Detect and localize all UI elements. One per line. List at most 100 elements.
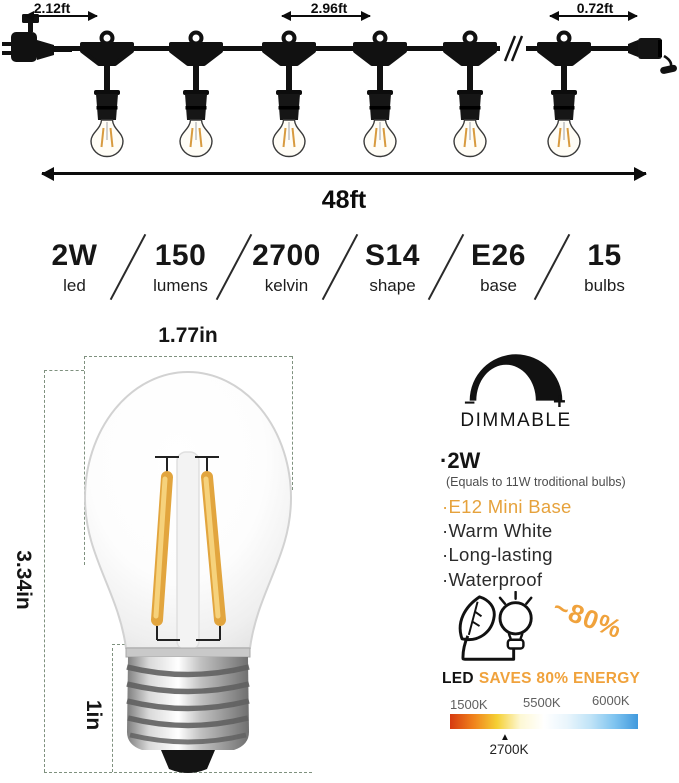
hanging-loop-icon (99, 30, 115, 46)
drop-cord (286, 62, 292, 92)
measure-arrow-left (24, 11, 98, 21)
spec-item-lumens: 150 lumens (142, 239, 220, 296)
dim-plus-sign: + (553, 389, 566, 414)
dashed-line (44, 370, 45, 772)
filament (198, 127, 203, 148)
filament (382, 127, 387, 148)
wattage-value: ·2W (440, 448, 481, 473)
feature-waterproof: ·Waterproof (442, 569, 543, 590)
spec-item-kelvin: 2700 kelvin (248, 239, 326, 296)
string-light-fixture (262, 30, 316, 158)
dashed-line (292, 356, 293, 490)
spec-label: bulbs (584, 275, 625, 295)
string-wire (46, 46, 626, 51)
dashed-line (84, 356, 292, 357)
total-length-label: 48ft (321, 186, 367, 214)
filament (100, 127, 105, 148)
socket-ring (369, 106, 391, 110)
string-light-diagram: 2.12ft 2.96ft 0.72ft (0, 0, 679, 170)
hanging-loop-icon (556, 30, 572, 46)
socket-ring (459, 106, 481, 110)
spec-value: 2700 (252, 238, 321, 272)
savings-led-word: LED (442, 670, 474, 687)
slash-divider (109, 233, 146, 301)
spec-label: base (480, 275, 517, 295)
socket-collar (551, 90, 577, 95)
bulb-width-label: 1.77in (158, 324, 218, 347)
leaf-and-bulb-icon (458, 591, 533, 661)
spec-label: kelvin (264, 275, 309, 295)
slash-divider (533, 233, 570, 301)
slash-divider (321, 233, 358, 301)
wattage-note: (Equals to 11W troditional bulbs) (446, 475, 626, 489)
slash-divider (427, 233, 464, 301)
slash-divider (215, 233, 252, 301)
wire-break-icon (500, 33, 526, 63)
wire-junction (262, 42, 316, 66)
bulb-illustration (83, 371, 293, 773)
wire-junction (353, 42, 407, 66)
temperature-gradient-bar (450, 714, 638, 729)
dimmable-label: DIMMABLE (460, 410, 572, 431)
socket-ring (278, 106, 300, 110)
drop-cord (104, 62, 110, 92)
spec-item-shape: S14 shape (354, 239, 432, 296)
base-contact (161, 750, 215, 773)
spec-item-count: 15 bulbs (566, 239, 644, 296)
scale-label-1500k: 1500K (450, 697, 488, 712)
savings-percentage: ~80% (549, 591, 627, 645)
socket-collar (94, 90, 120, 95)
scale-marker-label: 2700K (489, 742, 529, 757)
hanging-loop-icon (462, 30, 478, 46)
power-plug-icon (2, 14, 72, 62)
spec-value: E26 (471, 238, 526, 272)
bulb-height-label: 3.34in (12, 550, 35, 610)
filament (566, 127, 571, 148)
measure-label-mid: 2.96ft (310, 0, 348, 16)
filament (472, 127, 477, 148)
measure-label-left: 2.12ft (33, 0, 71, 16)
hanging-loop-icon (281, 30, 297, 46)
dashed-line (44, 370, 84, 371)
string-light-fixture (169, 30, 223, 158)
measure-label-right: 0.72ft (576, 0, 614, 16)
bulb-dimension-diagram: 1.77in 3.34in 1in (0, 310, 345, 783)
filament (282, 127, 287, 148)
spec-value: 150 (154, 238, 207, 272)
drop-cord (193, 62, 199, 92)
total-length-arrow (41, 167, 647, 181)
feature-warm-white: ·Warm White (442, 520, 553, 541)
measure-arrow-mid (281, 11, 371, 21)
filament (189, 127, 194, 148)
filament (291, 127, 296, 148)
spec-item-wattage: 2W led (36, 239, 114, 296)
feature-e12-base: ·E12 Mini Base (442, 496, 572, 517)
socket-collar (276, 90, 302, 95)
string-light-fixture (537, 30, 591, 158)
drop-cord (377, 62, 383, 92)
savings-rest-words: SAVES 80% ENERGY (478, 670, 641, 687)
filament (373, 127, 378, 148)
dashed-line (44, 772, 312, 773)
end-connector-icon (612, 38, 677, 74)
spec-value: S14 (365, 238, 420, 272)
scale-label-6000k: 6000K (592, 693, 630, 708)
dim-minus-sign: − (464, 393, 476, 414)
filament (557, 127, 562, 148)
string-light-fixture (443, 30, 497, 158)
drop-cord (561, 62, 567, 92)
wire-junction (80, 42, 134, 66)
features-column: − + DIMMABLE ·2W (Equals to 11W troditio… (440, 348, 672, 778)
socket-ring (185, 106, 207, 110)
socket-collar (183, 90, 209, 95)
base-rim (125, 647, 251, 658)
spec-item-base: E26 base (460, 239, 538, 296)
spec-value: 15 (587, 238, 622, 272)
socket-collar (457, 90, 483, 95)
wire-junction (443, 42, 497, 66)
socket-ring (553, 106, 575, 110)
filament (109, 127, 114, 148)
spec-value: 2W (51, 238, 98, 272)
dashed-line (84, 356, 85, 565)
